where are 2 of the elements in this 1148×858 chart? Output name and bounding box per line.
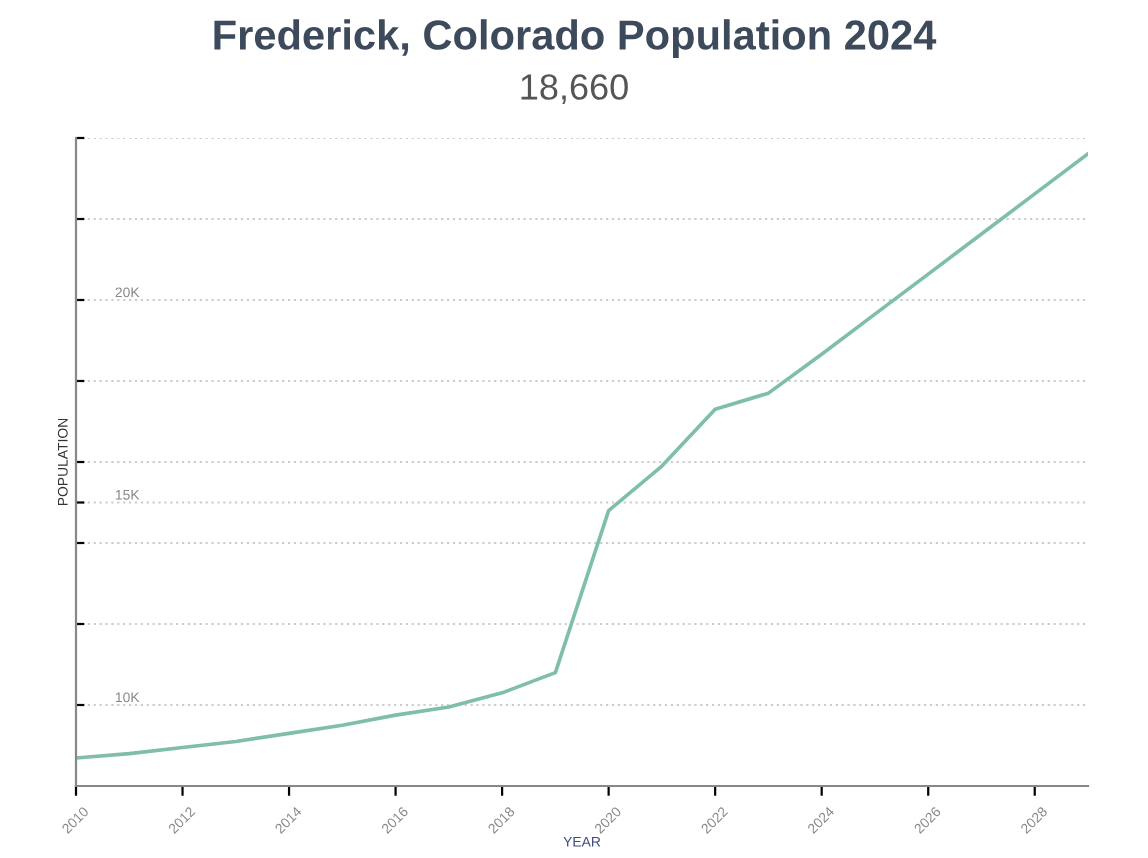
chart-title: Frederick, Colorado Population 2024 <box>214 19 937 59</box>
chart-subtitle: 18,660 <box>521 74 628 105</box>
